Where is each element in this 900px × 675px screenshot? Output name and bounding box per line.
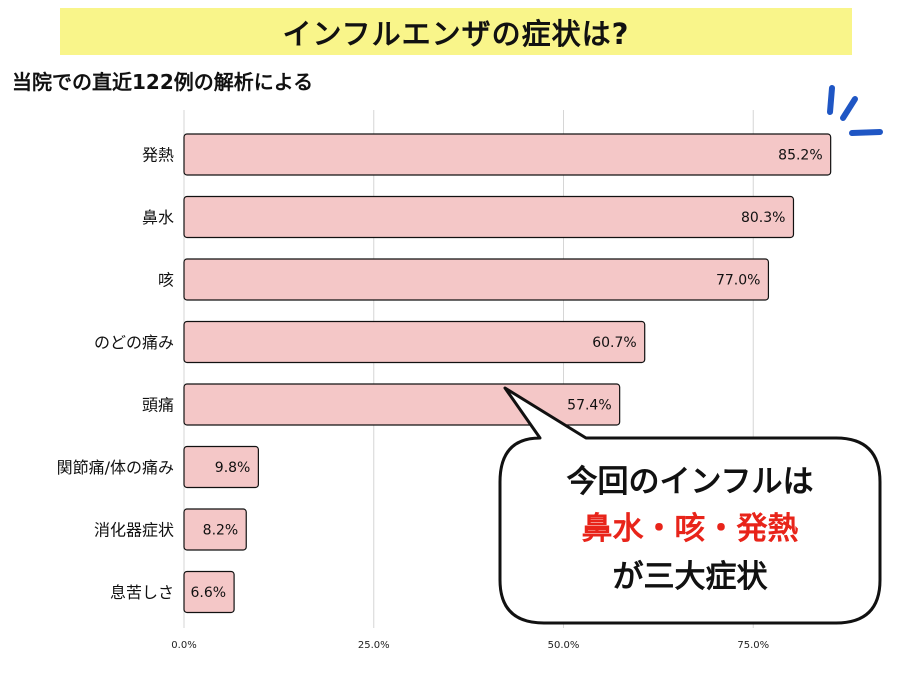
x-tick-label: 25.0% [358, 640, 390, 651]
value-labels: 85.2% 80.3% 77.0% 60.7% 57.4% 9.8% 8.2% 6.6% [191, 148, 823, 602]
category-label: 消化器症状 [94, 521, 174, 540]
x-tick-label: 0.0% [171, 640, 196, 651]
bar [183, 570, 235, 614]
callout-line-2: 鼻水・咳・発熱 [582, 511, 799, 547]
category-label: のどの痛み [94, 333, 174, 352]
x-tick-label: 50.0% [548, 640, 580, 651]
category-label: 発熱 [142, 146, 174, 165]
title-banner: インフルエンザの症状は? [60, 8, 852, 55]
value-label: 8.2% [203, 523, 239, 539]
callout-bubble [498, 386, 882, 625]
bar [183, 320, 646, 364]
x-tick-labels: 0.0% 25.0% 50.0% 75.0% [171, 640, 769, 651]
value-label: 6.6% [191, 585, 227, 601]
chart-title: インフルエンザの症状は? [282, 16, 630, 51]
bar [183, 445, 259, 489]
callout-line-1: 今回のインフルは [566, 464, 813, 500]
category-label: 頭痛 [142, 396, 174, 415]
category-label: 関節痛/体の痛み [57, 458, 174, 477]
value-label: 57.4% [567, 398, 611, 414]
bar [183, 195, 795, 239]
bar [183, 258, 770, 301]
emphasis-marks-icon [827, 85, 883, 136]
value-label: 85.2% [778, 148, 822, 164]
category-label: 咳 [158, 271, 174, 290]
value-label: 60.7% [592, 335, 636, 351]
value-label: 80.3% [741, 210, 785, 226]
category-label: 鼻水 [142, 208, 174, 227]
bar [183, 133, 832, 176]
bars-layer [183, 133, 832, 614]
chart-subtitle: 当院での直近122例の解析による [12, 70, 314, 94]
value-label: 9.8% [215, 460, 251, 476]
x-tick-label: 75.0% [737, 640, 769, 651]
callout-line-3: が三大症状 [613, 559, 769, 595]
value-label: 77.0% [716, 273, 760, 289]
bar [183, 508, 247, 551]
category-label: 息苦しさ [110, 583, 174, 602]
